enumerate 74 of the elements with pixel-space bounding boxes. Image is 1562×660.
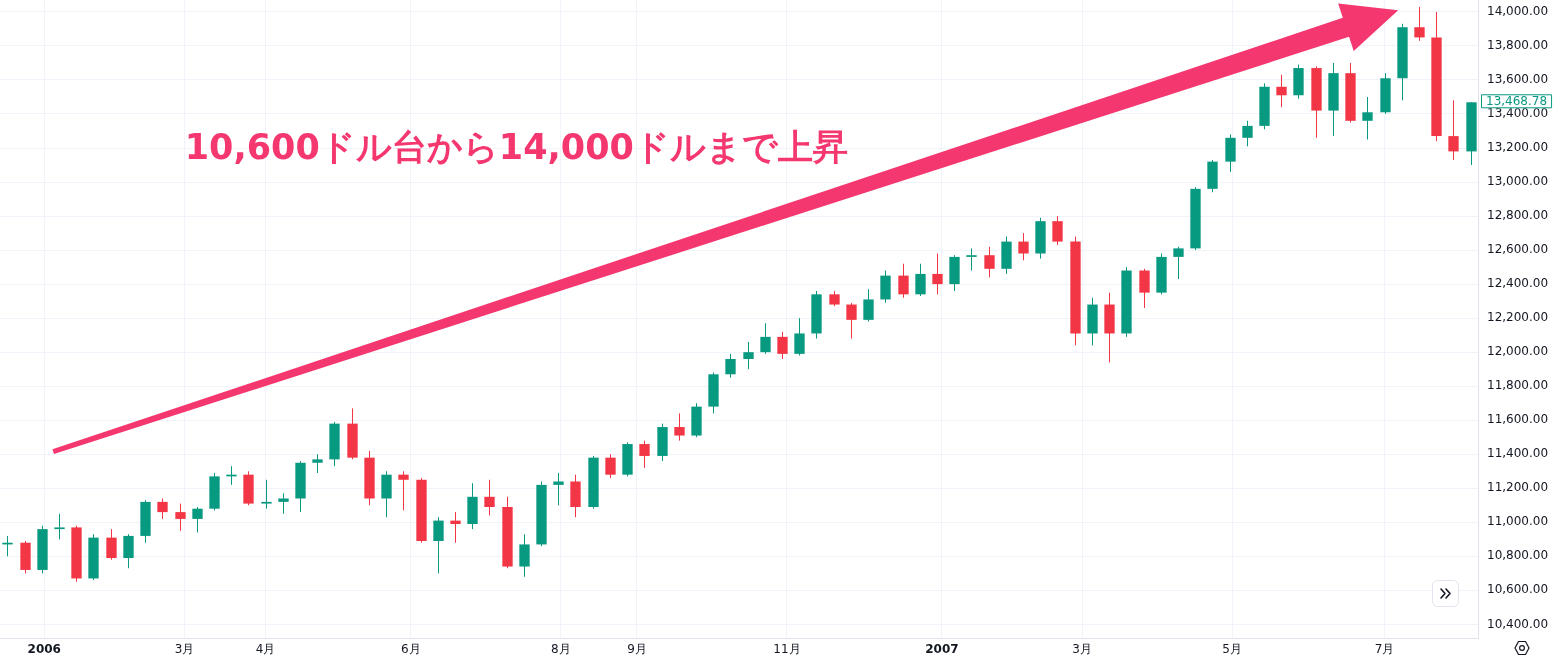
- candlestick: [157, 497, 168, 520]
- y-tick-label: 13,800.00: [1487, 38, 1549, 53]
- y-tick-label: 11,800.00: [1487, 378, 1549, 393]
- candlestick: [1225, 133, 1236, 173]
- y-tick-label: 14,000.00: [1487, 4, 1549, 19]
- x-tick-label: 6月: [400, 642, 421, 657]
- candlestick: [123, 533, 134, 569]
- y-tick-label: 12,000.00: [1487, 344, 1549, 359]
- candlestick: [175, 503, 186, 532]
- y-tick-label: 11,200.00: [1487, 480, 1549, 495]
- y-tick-label: 13,000.00: [1487, 174, 1549, 189]
- x-tick-label: 11月: [773, 642, 801, 657]
- candlestick: [898, 263, 909, 299]
- candlestick: [519, 533, 530, 578]
- candlestick: [450, 511, 461, 544]
- candlestick: [484, 479, 495, 516]
- y-tick-label: 13,200.00: [1487, 140, 1549, 155]
- y-tick-label: 12,600.00: [1487, 242, 1549, 257]
- candlestick: [725, 353, 736, 379]
- candlestick: [777, 331, 788, 360]
- candlestick: [1448, 99, 1459, 161]
- candlestick: [932, 253, 943, 295]
- candlestick: [605, 453, 616, 479]
- candlestick: [381, 470, 392, 518]
- y-tick-label: 11,600.00: [1487, 412, 1549, 427]
- x-tick-label: 2006: [27, 642, 61, 657]
- x-tick-label: 8月: [550, 642, 571, 657]
- candlestick: [433, 516, 444, 574]
- candlestick: [915, 263, 926, 297]
- candlestick: [639, 440, 650, 469]
- candlestick: [261, 479, 272, 510]
- candlestick: [1242, 120, 1253, 147]
- candlestick: [743, 341, 754, 370]
- annotation: 10,600ドル台から14,000ドルまで上昇: [184, 127, 848, 168]
- y-tick-label: 10,800.00: [1487, 548, 1549, 563]
- candlestick: [1052, 215, 1063, 246]
- x-tick-label: 3月: [1072, 642, 1092, 657]
- candlestick: [1414, 6, 1425, 42]
- candlestick: [278, 492, 289, 515]
- candlestick: [1139, 268, 1150, 309]
- y-tick-label: 10,600.00: [1487, 582, 1549, 597]
- candlestick: [1018, 232, 1029, 261]
- y-tick-label: 12,800.00: [1487, 208, 1549, 223]
- candlestick: [846, 302, 857, 340]
- y-tick-label: 13,600.00: [1487, 72, 1549, 87]
- y-tick-label: 12,200.00: [1487, 310, 1549, 325]
- x-tick-label: 7月: [1374, 642, 1395, 657]
- x-tick-label: 9月: [627, 642, 647, 657]
- candlestick: [966, 247, 977, 272]
- candlestick: [192, 506, 203, 534]
- candlestick: [1173, 246, 1184, 280]
- x-tick-label: 2007: [925, 642, 959, 657]
- y-tick-label: 11,000.00: [1487, 514, 1549, 529]
- candlestick: [880, 270, 891, 304]
- candlestick: [54, 513, 65, 540]
- candlestick: [863, 288, 874, 323]
- y-tick-label: 10,400.00: [1487, 616, 1549, 631]
- candlestick: [674, 412, 685, 442]
- candlestick: [553, 472, 564, 506]
- candlestick: [106, 528, 117, 561]
- y-tick-label: 13,400.00: [1487, 106, 1549, 121]
- candlestick: [984, 246, 995, 278]
- annotation: 13,468.78: [1486, 93, 1548, 108]
- candlestick: [760, 322, 771, 355]
- candlestick: [1362, 96, 1373, 141]
- x-tick-label: 5月: [1222, 642, 1242, 657]
- candlestick: [1276, 74, 1287, 108]
- candlestick: [794, 317, 805, 357]
- x-tick-label: 4月: [255, 642, 276, 657]
- candlestick: [398, 470, 409, 511]
- candlestick: [312, 453, 323, 474]
- y-tick-label: 12,400.00: [1487, 276, 1549, 291]
- y-tick-label: 11,400.00: [1487, 446, 1549, 461]
- x-tick-label: 3月: [174, 642, 195, 657]
